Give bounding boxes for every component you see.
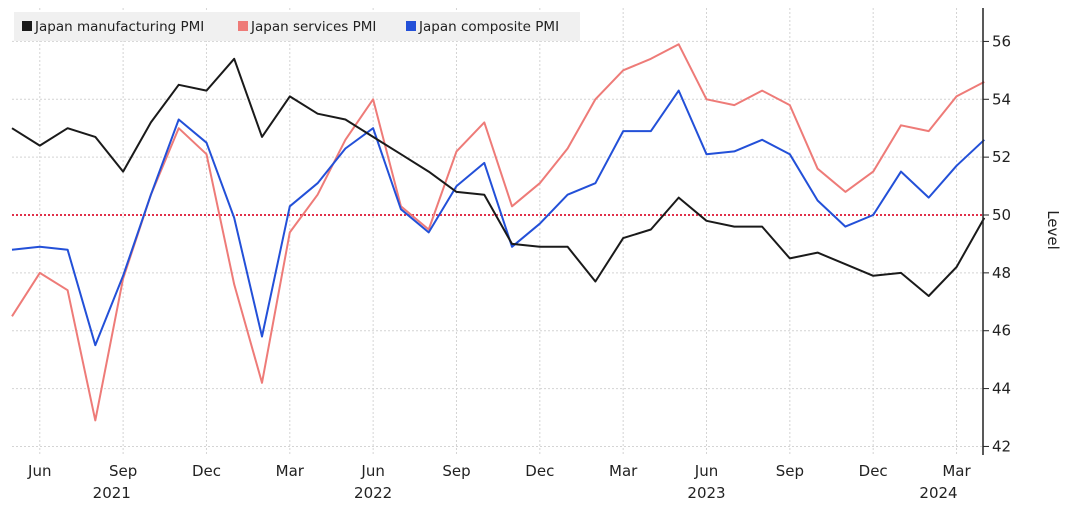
y-tick-label: 52 [992, 148, 1011, 166]
legend-swatch [22, 21, 32, 31]
y-tick-label: 50 [992, 206, 1011, 224]
x-tick-label: Mar [609, 462, 638, 480]
legend-swatch [406, 21, 416, 31]
axes: 42 44 46 48 50 52 54 56 Jun 2021 Sep Dec Mar Jun 2022 S… [27, 8, 1011, 502]
series-line-1 [11, 43, 985, 422]
x-year-label: 2023 [687, 484, 725, 502]
legend-background [14, 12, 580, 41]
y-tick-label: 42 [992, 437, 1011, 455]
y-tick-label: 48 [992, 264, 1011, 282]
x-year-label: 2022 [354, 484, 392, 502]
series-lines [11, 43, 986, 422]
x-tick-label: Dec [192, 462, 221, 480]
x-tick-label: Mar [942, 462, 971, 480]
x-year-label: 2024 [919, 484, 957, 502]
x-tick-label: Sep [109, 462, 137, 480]
x-year-label: 2021 [93, 484, 131, 502]
y-tick-label: 44 [992, 380, 1011, 398]
series-line-0 [11, 57, 986, 297]
x-tick-label: Mar [276, 462, 305, 480]
series-line-2 [11, 89, 985, 347]
x-tick-label: Dec [525, 462, 554, 480]
x-tick-label: Jun [27, 462, 51, 480]
y-axis-label: Level [1044, 210, 1062, 250]
legend: Japan manufacturing PMI Japan services PM… [14, 12, 580, 41]
x-tick-label: Jun [694, 462, 718, 480]
y-tick-label: 54 [992, 90, 1011, 108]
y-tick-label: 46 [992, 322, 1011, 340]
legend-swatch [238, 21, 248, 31]
x-tick-label: Sep [442, 462, 470, 480]
x-tick-label: Sep [776, 462, 804, 480]
grid [12, 8, 983, 455]
x-tick-label: Dec [859, 462, 888, 480]
y-tick-label: 56 [992, 32, 1011, 50]
legend-label: Japan composite PMI [418, 19, 559, 35]
x-tick-label: Jun [360, 462, 384, 480]
legend-label: Japan manufacturing PMI [34, 19, 204, 35]
legend-label: Japan services PMI [250, 19, 376, 35]
